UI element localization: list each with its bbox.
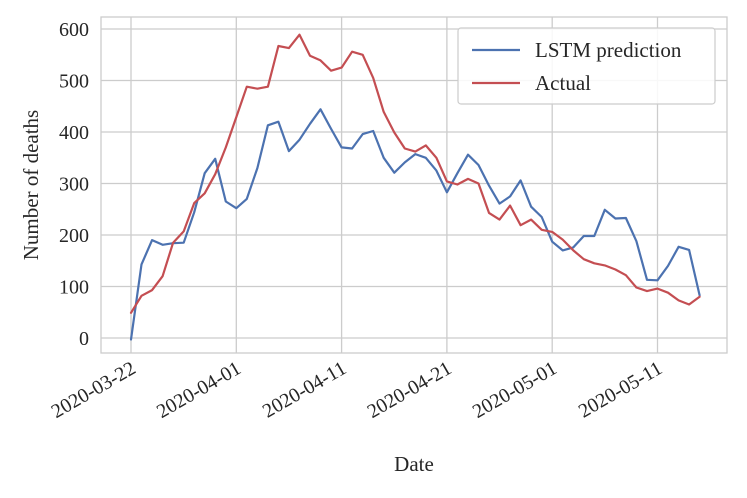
y-tick-label: 200	[59, 225, 89, 247]
y-tick-labels: 0 100 200 300 400 500 600	[59, 19, 89, 350]
y-tick-label: 500	[59, 71, 89, 93]
x-axis-label: Date	[394, 452, 434, 476]
y-tick-label: 600	[59, 19, 89, 41]
x-tick-label: 2020-04-01	[153, 357, 245, 423]
y-axis-label: Number of deaths	[19, 110, 43, 260]
legend: LSTM prediction Actual	[457, 27, 716, 105]
y-tick-label: 100	[59, 277, 89, 299]
y-tick-label: 400	[59, 122, 89, 144]
legend-box	[457, 27, 716, 105]
x-tick-label: 2020-03-22	[48, 357, 140, 423]
x-tick-label: 2020-04-21	[364, 357, 456, 423]
plot-frame	[100, 16, 728, 354]
x-tick-labels: 2020-03-22 2020-04-01 2020-04-11 2020-04-21…	[48, 357, 666, 423]
y-tick-label: 300	[59, 174, 89, 196]
series-line-actual	[129, 33, 701, 314]
series-layer	[129, 33, 701, 341]
x-tick-label: 2020-04-11	[259, 357, 350, 422]
series-line-lstm-prediction	[129, 108, 701, 341]
y-tick-label: 0	[79, 328, 89, 350]
legend-label-lstm-prediction: LSTM prediction	[535, 38, 682, 62]
x-tick-label: 2020-05-01	[469, 357, 561, 423]
x-tick-label: 2020-05-11	[575, 357, 666, 422]
legend-label-actual: Actual	[535, 71, 591, 95]
